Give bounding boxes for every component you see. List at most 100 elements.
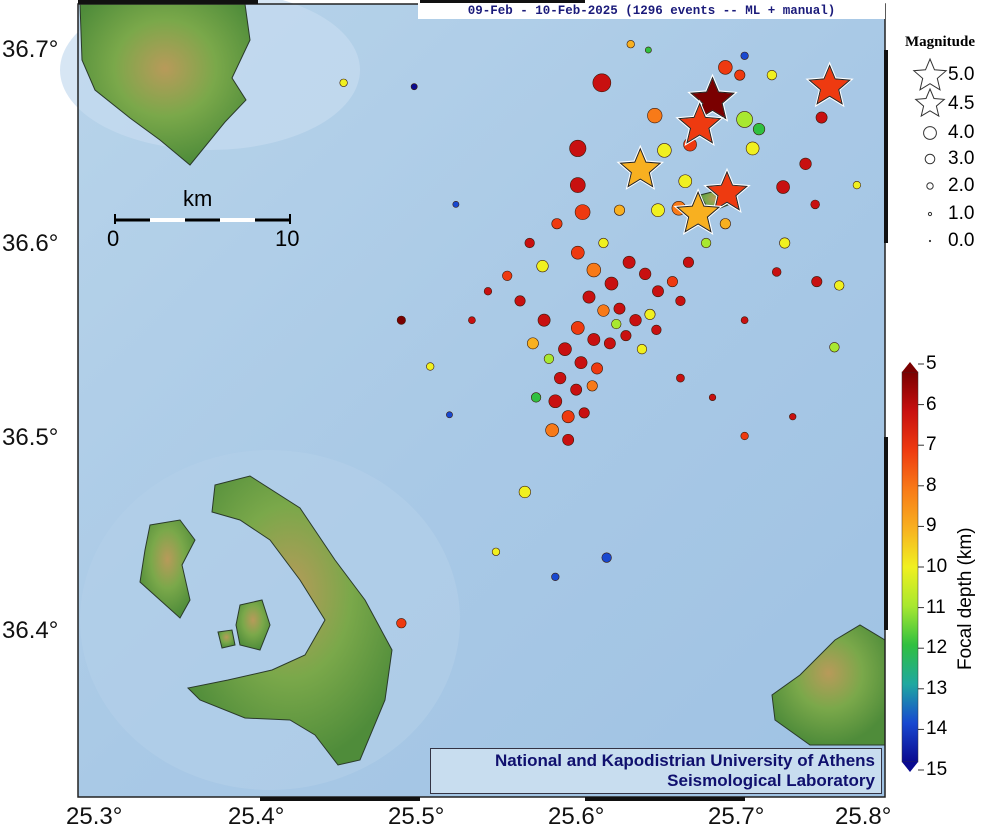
earthquake-event xyxy=(675,295,686,307)
earthquake-event xyxy=(530,392,542,403)
earthquake-event xyxy=(745,141,760,156)
earthquake-event xyxy=(548,394,563,409)
magnitude-legend-symbols xyxy=(912,57,948,243)
islands xyxy=(79,3,886,766)
earthquake-event xyxy=(740,316,749,325)
map-title: 09-Feb - 10-Feb-2025 (1296 events -- ML … xyxy=(418,3,885,19)
earthquake-event xyxy=(666,276,678,288)
earthquake-event xyxy=(570,383,583,396)
earthquake-event xyxy=(410,83,418,91)
earthquake-event xyxy=(829,342,840,353)
colorbar-top-arrow xyxy=(902,362,918,372)
earthquake-event xyxy=(578,407,590,419)
island-ios xyxy=(79,3,251,166)
earthquake-event xyxy=(718,60,733,75)
legend-label: 4.0 xyxy=(948,122,975,143)
legend-star-icon xyxy=(912,57,948,91)
earthquake-event xyxy=(629,314,642,327)
earthquake-event xyxy=(597,304,610,317)
earthquake-event xyxy=(766,69,777,81)
earthquake-star-outline xyxy=(676,190,721,233)
lat-tick-label: 36.4° xyxy=(2,617,59,644)
earthquake-event xyxy=(657,143,672,158)
frame-ticks xyxy=(78,0,888,801)
earthquake-event xyxy=(551,572,560,581)
earthquake-star-outline xyxy=(808,64,852,105)
earthquake-event xyxy=(586,380,598,392)
earthquake-star-outline xyxy=(677,102,722,144)
earthquake-event xyxy=(569,177,586,193)
earthquake-event xyxy=(810,199,820,210)
earthquake-event xyxy=(582,290,596,304)
legend-label: 4.5 xyxy=(948,93,975,114)
earthquake-event xyxy=(543,353,555,364)
earthquake-event xyxy=(604,276,619,291)
earthquake-event xyxy=(811,276,823,288)
lon-tick-label: 25.8° xyxy=(835,803,892,830)
credit-line-2: Seismological Laboratory xyxy=(667,771,875,790)
colorbar-tick-label: 13 xyxy=(926,677,948,699)
colorbar-bottom-arrow xyxy=(902,762,918,772)
lon-tick-label: 25.6° xyxy=(548,803,605,830)
earthquake-event xyxy=(537,313,551,327)
earthquake-event xyxy=(554,372,567,385)
earthquake-event xyxy=(524,237,535,249)
earthquake-event xyxy=(613,204,625,216)
colorbar-gradient xyxy=(901,371,919,763)
earthquake-event xyxy=(396,315,406,325)
legend-label: 0.0 xyxy=(948,230,975,251)
earthquake-event xyxy=(651,324,662,335)
scale-bar-start: 0 xyxy=(107,226,120,251)
credit-box: National and Kapodistrian University of … xyxy=(430,748,882,794)
earthquake-event xyxy=(446,411,453,419)
legend-label: 3.0 xyxy=(948,148,975,169)
earthquake-event xyxy=(736,111,753,128)
earthquake-event xyxy=(701,237,712,249)
earthquake-event xyxy=(587,333,601,346)
earthquake-event xyxy=(652,285,664,298)
earthquake-event xyxy=(569,139,587,157)
earthquake-event xyxy=(536,260,549,273)
earthquake-event xyxy=(562,433,575,446)
earthquake-event xyxy=(586,262,602,278)
legend-label: 2.0 xyxy=(948,175,975,196)
earthquake-event xyxy=(647,108,663,124)
earthquake-event xyxy=(815,111,828,124)
legend-circle-icon xyxy=(928,239,932,243)
earthquake-event xyxy=(752,123,766,136)
earthquake-event xyxy=(779,237,791,249)
earthquake-event xyxy=(396,618,407,629)
lat-tick-label: 36.6° xyxy=(2,230,59,257)
earthquake-event xyxy=(719,218,731,230)
colorbar-tick-label: 12 xyxy=(926,637,948,659)
earthquake-event xyxy=(591,362,603,375)
earthquake-event xyxy=(789,413,797,421)
colorbar-tick-label: 15 xyxy=(926,759,948,780)
earthquake-event xyxy=(682,256,694,268)
earthquake-event xyxy=(636,344,648,355)
scale-bar-end: 10 xyxy=(275,226,300,251)
earthquake-star-outline xyxy=(619,147,662,188)
earthquake-event xyxy=(834,280,845,291)
earthquake-event xyxy=(574,356,588,370)
earthquake-event xyxy=(708,393,717,402)
earthquake-stars xyxy=(616,61,854,235)
earthquake-event xyxy=(799,157,812,170)
lon-tick-label: 25.3° xyxy=(66,803,123,830)
earthquake-event xyxy=(613,302,626,315)
earthquake-event xyxy=(561,410,575,424)
earthquake-event xyxy=(603,337,616,350)
lat-tick-label: 36.5° xyxy=(2,424,59,451)
earthquake-event xyxy=(592,73,612,93)
colorbar-tick-label: 7 xyxy=(926,434,937,456)
earthquake-event xyxy=(558,342,572,356)
credit-line-1: National and Kapodistrian University of … xyxy=(494,751,875,770)
earthquake-event xyxy=(483,287,493,296)
earthquake-event xyxy=(491,547,501,556)
earthquake-event xyxy=(601,552,612,563)
legend-circle-icon xyxy=(927,211,933,217)
earthquake-event xyxy=(518,485,531,499)
earthquake-event xyxy=(644,46,652,54)
